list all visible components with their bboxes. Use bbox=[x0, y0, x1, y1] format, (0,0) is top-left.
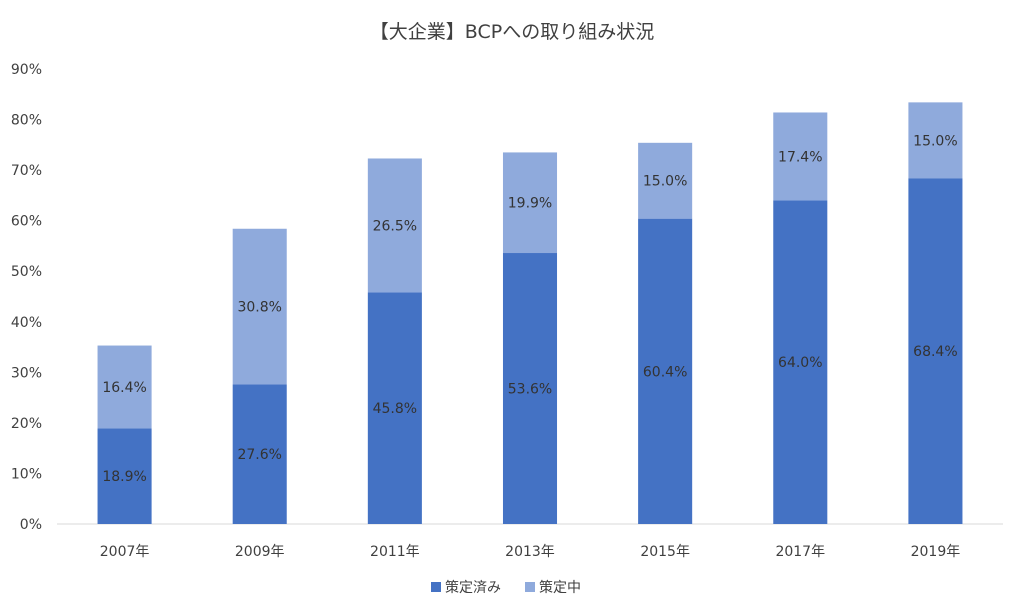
data-label: 45.8% bbox=[373, 401, 417, 417]
bar-segment bbox=[908, 178, 963, 524]
y-tick-label: 80% bbox=[11, 113, 42, 129]
x-tick-label: 2015年 bbox=[640, 544, 690, 560]
bar-segment bbox=[638, 218, 693, 524]
bar-segment bbox=[502, 152, 558, 254]
legend-label: 策定中 bbox=[539, 579, 581, 596]
y-tick-label: 60% bbox=[11, 214, 42, 230]
bar-segment bbox=[97, 345, 152, 429]
bar-segment bbox=[908, 102, 963, 179]
chart-title: 【大企業】BCPへの取り組み状況 bbox=[370, 21, 654, 43]
bar-segment bbox=[232, 384, 287, 524]
data-label: 15.0% bbox=[913, 133, 957, 149]
data-label: 68.4% bbox=[913, 344, 957, 360]
y-axis-ticks: 0% 10% 20% 30% 40% 50% 60% 70% 80% 90% bbox=[11, 62, 42, 533]
bar-segment bbox=[232, 228, 287, 385]
bar-segment bbox=[97, 428, 152, 524]
y-tick-label: 50% bbox=[11, 264, 42, 280]
bar-segment bbox=[773, 112, 828, 201]
data-label: 27.6% bbox=[237, 447, 281, 463]
data-label: 18.9% bbox=[102, 469, 146, 485]
y-tick-label: 90% bbox=[11, 62, 42, 78]
legend-swatch bbox=[525, 582, 535, 592]
data-label: 53.6% bbox=[508, 382, 552, 398]
x-tick-label: 2009年 bbox=[235, 544, 285, 560]
x-tick-label: 2017年 bbox=[775, 544, 825, 560]
data-label: 15.0% bbox=[643, 174, 687, 190]
x-tick-label: 2007年 bbox=[100, 544, 150, 560]
bar-segment bbox=[502, 253, 558, 524]
data-label: 64.0% bbox=[778, 355, 822, 371]
data-label: 19.9% bbox=[508, 196, 552, 212]
bar-segment bbox=[367, 158, 422, 293]
y-tick-label: 30% bbox=[11, 365, 42, 381]
y-tick-label: 10% bbox=[11, 466, 42, 482]
data-label: 17.4% bbox=[778, 149, 822, 165]
data-label: 30.8% bbox=[237, 300, 281, 316]
x-tick-label: 2013年 bbox=[505, 544, 555, 560]
data-label: 60.4% bbox=[643, 364, 687, 380]
bars: 18.9% 16.4% 27.6% 30.8% 45.8% 26.5% 53.6% 19.9%… bbox=[97, 102, 963, 524]
y-tick-label: 70% bbox=[11, 163, 42, 179]
x-axis-ticks: 2007年 2009年 2011年 2013年 2015年 2017年 2019年 bbox=[100, 544, 960, 560]
legend-label: 策定済み bbox=[445, 579, 501, 596]
bar-segment bbox=[367, 292, 422, 524]
y-tick-label: 0% bbox=[20, 517, 42, 533]
bar-segment bbox=[638, 142, 693, 219]
data-label: 26.5% bbox=[373, 218, 417, 234]
data-label: 16.4% bbox=[102, 380, 146, 396]
legend-swatch bbox=[431, 582, 441, 592]
x-tick-label: 2011年 bbox=[370, 544, 420, 560]
y-tick-label: 40% bbox=[11, 315, 42, 331]
legend: 策定済み 策定中 bbox=[431, 579, 581, 596]
y-tick-label: 20% bbox=[11, 416, 42, 432]
x-tick-label: 2019年 bbox=[911, 544, 961, 560]
bar-segment bbox=[773, 200, 828, 524]
